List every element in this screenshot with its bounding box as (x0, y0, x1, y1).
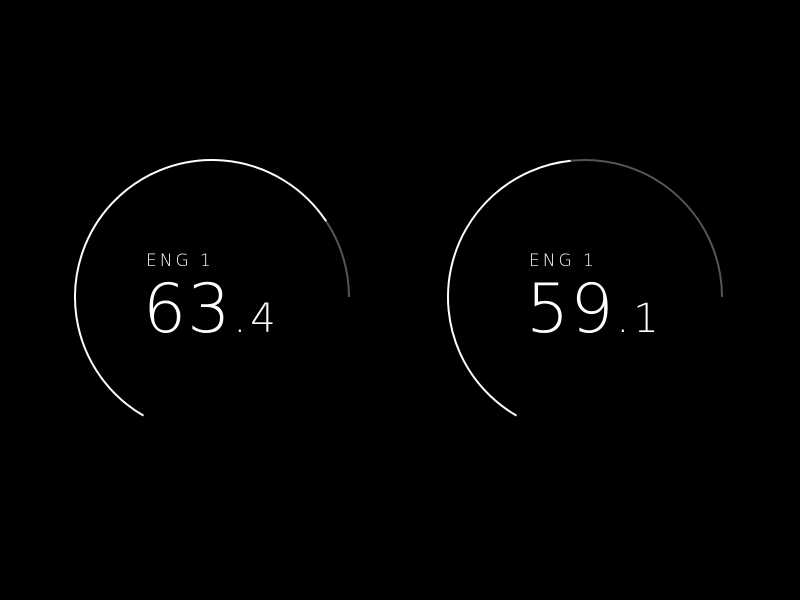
gauge-1-readout: 63. 4 (143, 276, 276, 344)
gauge-2-arc-track (570, 159, 723, 298)
gauge-1-value-fraction: 4 (250, 296, 276, 342)
gauge-1-value-separator: . (233, 296, 247, 342)
gauge-1-label: ENG 1 (146, 251, 214, 271)
gauge-2-label: ENG 1 (529, 251, 597, 271)
gauge-2-readout: 59. 1 (526, 276, 659, 344)
gauge-1-arc-track (325, 220, 350, 298)
gauge-1-arc-fill (74, 159, 327, 417)
gauge-2-value-integer: 59 (526, 270, 615, 349)
gauge-2-value-fraction: 1 (633, 296, 659, 342)
gauge-1-value-integer: 63 (143, 270, 232, 349)
gauge-2-arc-fill (446, 159, 571, 417)
gauge-2-value-separator: . (616, 296, 630, 342)
